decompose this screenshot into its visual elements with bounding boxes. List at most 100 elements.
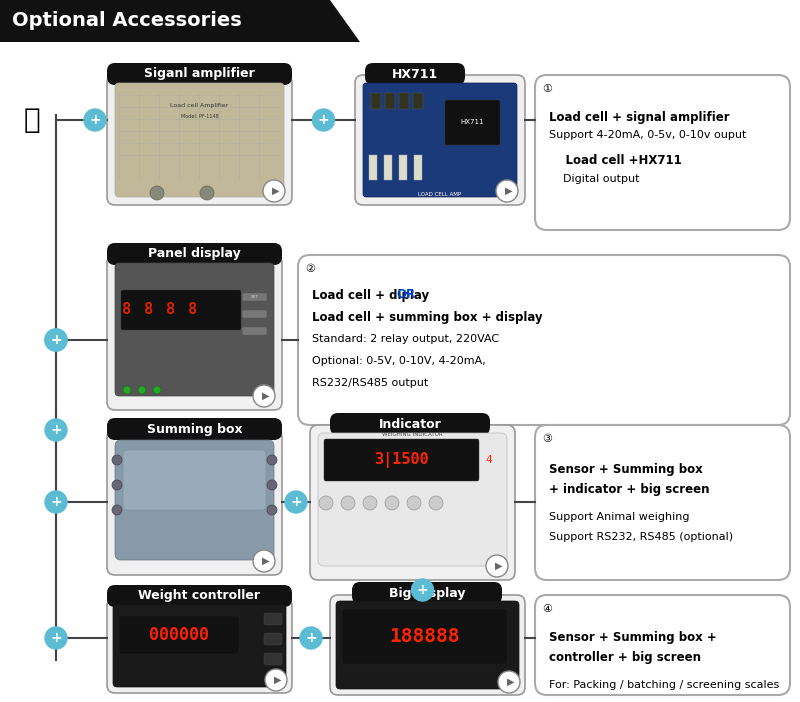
FancyBboxPatch shape: [385, 93, 395, 109]
FancyBboxPatch shape: [369, 155, 377, 180]
Circle shape: [407, 496, 421, 510]
Text: RS232/RS485 output: RS232/RS485 output: [312, 378, 428, 388]
Text: ▶: ▶: [505, 186, 512, 196]
FancyBboxPatch shape: [535, 595, 790, 695]
Text: Sensor + Summing box: Sensor + Summing box: [549, 463, 702, 475]
Text: ▶: ▶: [506, 677, 514, 687]
Text: Optional: 0-5V, 0-10V, 4-20mA,: Optional: 0-5V, 0-10V, 4-20mA,: [312, 356, 486, 366]
FancyBboxPatch shape: [115, 440, 274, 560]
Circle shape: [496, 180, 518, 202]
Circle shape: [411, 579, 434, 601]
FancyBboxPatch shape: [119, 616, 239, 654]
Circle shape: [267, 455, 277, 465]
Text: Indicator: Indicator: [378, 418, 442, 430]
Circle shape: [385, 496, 399, 510]
FancyBboxPatch shape: [445, 100, 500, 145]
Text: Big display: Big display: [389, 586, 466, 600]
FancyBboxPatch shape: [107, 430, 282, 575]
FancyBboxPatch shape: [336, 601, 519, 689]
Circle shape: [45, 491, 67, 513]
Circle shape: [267, 505, 277, 515]
Text: 🛒: 🛒: [24, 106, 40, 134]
Text: 000000: 000000: [149, 626, 209, 644]
Text: Load cell + diplay: Load cell + diplay: [312, 289, 438, 301]
Circle shape: [486, 555, 508, 577]
FancyBboxPatch shape: [298, 255, 790, 425]
Text: +: +: [50, 423, 62, 437]
Text: +: +: [417, 583, 428, 597]
Text: ▶: ▶: [262, 391, 270, 401]
FancyBboxPatch shape: [535, 425, 790, 580]
FancyBboxPatch shape: [113, 604, 286, 687]
FancyBboxPatch shape: [115, 83, 284, 197]
Circle shape: [150, 186, 164, 200]
FancyBboxPatch shape: [107, 255, 282, 410]
Text: +: +: [318, 113, 330, 127]
Text: ④: ④: [542, 604, 552, 614]
Text: controller + big screen: controller + big screen: [549, 651, 701, 663]
Text: Sensor + Summing box +: Sensor + Summing box +: [549, 630, 717, 644]
Circle shape: [112, 505, 122, 515]
Circle shape: [45, 329, 67, 351]
Text: ▶: ▶: [274, 675, 282, 685]
Text: WEIGHING INDICATOR: WEIGHING INDICATOR: [382, 432, 443, 437]
Text: 8: 8: [145, 303, 154, 317]
Circle shape: [341, 496, 355, 510]
FancyBboxPatch shape: [324, 439, 479, 481]
Circle shape: [253, 385, 275, 407]
Text: +: +: [305, 631, 317, 645]
Text: 8: 8: [122, 303, 131, 317]
FancyBboxPatch shape: [318, 433, 507, 566]
Text: Model: PF-1148: Model: PF-1148: [181, 114, 218, 119]
Circle shape: [319, 496, 333, 510]
FancyBboxPatch shape: [107, 75, 292, 205]
Circle shape: [285, 491, 307, 513]
FancyBboxPatch shape: [242, 327, 267, 335]
FancyBboxPatch shape: [107, 63, 292, 85]
Circle shape: [45, 419, 67, 441]
Text: For: Packing / batching / screening scales: For: Packing / batching / screening scal…: [549, 680, 779, 690]
Circle shape: [84, 109, 106, 131]
Circle shape: [45, 627, 67, 649]
Polygon shape: [0, 0, 360, 42]
Text: Load cell + signal amplifier: Load cell + signal amplifier: [549, 110, 730, 124]
Text: LOAD CELL AMP: LOAD CELL AMP: [418, 192, 462, 197]
Circle shape: [153, 386, 161, 394]
FancyBboxPatch shape: [123, 450, 266, 510]
Text: 8: 8: [189, 303, 198, 317]
Text: +: +: [290, 495, 302, 509]
FancyBboxPatch shape: [330, 413, 490, 435]
Text: ▶: ▶: [272, 186, 279, 196]
Text: ③: ③: [542, 434, 552, 444]
Text: Support 4-20mA, 0-5v, 0-10v ouput: Support 4-20mA, 0-5v, 0-10v ouput: [549, 130, 746, 140]
Circle shape: [263, 180, 285, 202]
FancyBboxPatch shape: [330, 595, 525, 695]
Circle shape: [498, 671, 520, 693]
Text: 4: 4: [486, 455, 492, 465]
FancyBboxPatch shape: [363, 83, 517, 197]
Text: ▶: ▶: [494, 561, 502, 571]
Text: Load cell + summing box + display: Load cell + summing box + display: [312, 310, 542, 324]
FancyBboxPatch shape: [107, 598, 292, 693]
Text: OR: OR: [396, 289, 415, 301]
FancyBboxPatch shape: [242, 293, 267, 301]
Circle shape: [123, 386, 131, 394]
FancyBboxPatch shape: [121, 290, 241, 330]
Text: Digital output: Digital output: [549, 174, 639, 184]
Circle shape: [112, 480, 122, 490]
Text: HX711: HX711: [460, 119, 484, 125]
Text: + indicator + big screen: + indicator + big screen: [549, 482, 710, 496]
Text: +: +: [50, 495, 62, 509]
FancyBboxPatch shape: [107, 585, 292, 607]
Text: 3|1500: 3|1500: [374, 452, 429, 468]
Text: Summing box: Summing box: [146, 423, 242, 435]
FancyBboxPatch shape: [264, 653, 282, 665]
FancyBboxPatch shape: [413, 93, 423, 109]
Text: Support RS232, RS485 (optional): Support RS232, RS485 (optional): [549, 532, 733, 542]
FancyBboxPatch shape: [535, 75, 790, 230]
Text: Weight controller: Weight controller: [138, 590, 261, 602]
Text: +: +: [89, 113, 101, 127]
FancyBboxPatch shape: [352, 582, 502, 604]
Text: Support Animal weighing: Support Animal weighing: [549, 512, 690, 522]
Circle shape: [313, 109, 334, 131]
